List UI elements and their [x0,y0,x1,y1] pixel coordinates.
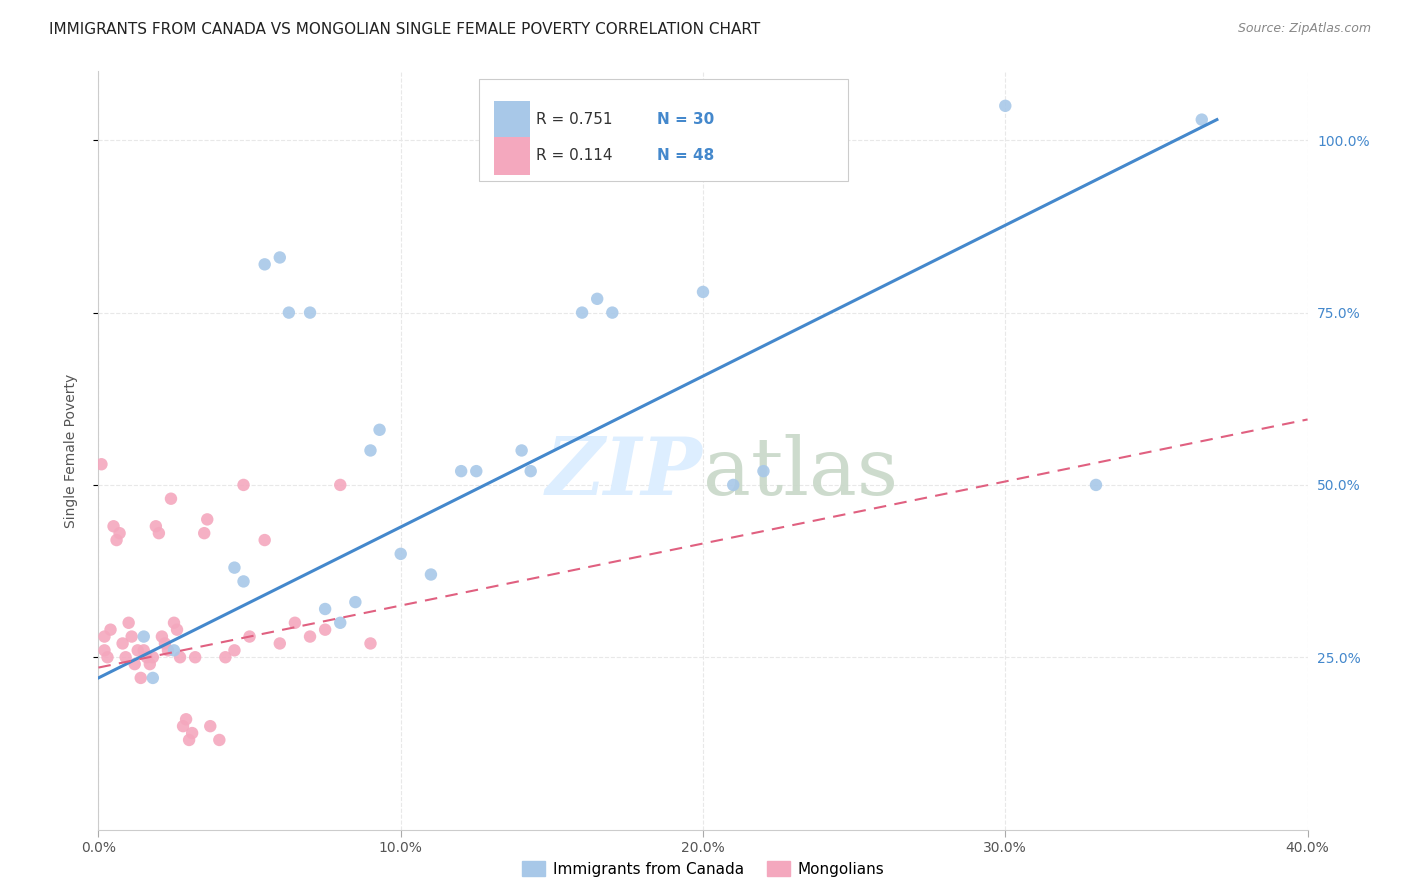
Point [184,650,207,665]
Point [389,547,412,561]
Point [368,423,391,437]
Point [586,292,609,306]
Text: atlas: atlas [703,434,898,512]
Point [314,623,336,637]
Point [139,657,162,672]
Point [145,519,167,533]
Point [163,615,186,630]
Point [208,733,231,747]
Legend: Immigrants from Canada, Mongolians: Immigrants from Canada, Mongolians [515,853,891,884]
Bar [494,136,530,175]
Point [118,615,141,630]
Y-axis label: Single Female Poverty: Single Female Poverty [63,374,77,527]
Point [103,519,125,533]
Point [239,630,262,644]
Point [100,623,122,637]
Point [329,615,352,630]
Point [200,719,222,733]
Point [150,630,173,644]
Bar [494,101,530,139]
Point [284,615,307,630]
Point [465,464,488,478]
Point [142,650,165,665]
Point [142,671,165,685]
Point [121,630,143,644]
Point [93,630,115,644]
Point [752,464,775,478]
Point [105,533,128,547]
Point [114,650,136,665]
Point [723,478,745,492]
Point [148,526,170,541]
FancyBboxPatch shape [479,79,848,181]
Point [156,643,179,657]
Point [108,526,131,541]
Point [344,595,367,609]
Point [602,305,624,319]
Point [783,99,806,113]
Point [253,533,276,547]
Point [169,650,191,665]
Point [329,478,352,492]
Text: R = 0.751: R = 0.751 [536,112,627,128]
Text: N = 48: N = 48 [657,148,714,163]
Point [232,574,254,589]
Point [571,305,593,319]
Point [299,630,322,644]
Text: Source: ZipAtlas.com: Source: ZipAtlas.com [1237,22,1371,36]
Point [179,733,201,747]
Point [360,636,382,650]
Point [224,643,246,657]
Point [96,650,118,665]
Point [269,251,291,265]
Point [163,643,186,657]
Text: R = 0.114: R = 0.114 [536,148,627,163]
Point [510,443,533,458]
Point [172,719,194,733]
Point [269,636,291,650]
Point [153,636,176,650]
Point [166,623,188,637]
Point [214,650,236,665]
Point [132,643,155,657]
Point [692,285,714,299]
Point [1191,112,1213,127]
Point [1085,478,1108,492]
Point [299,305,322,319]
Point [360,443,382,458]
Point [181,726,204,740]
Point [195,512,218,526]
Point [253,257,276,271]
Point [519,464,541,478]
Point [160,491,183,506]
Text: IMMIGRANTS FROM CANADA VS MONGOLIAN SINGLE FEMALE POVERTY CORRELATION CHART: IMMIGRANTS FROM CANADA VS MONGOLIAN SING… [49,22,761,37]
Point [224,560,246,574]
Text: ZIP: ZIP [546,434,703,512]
Point [90,457,112,471]
Point [193,526,215,541]
Point [127,643,149,657]
Point [93,643,115,657]
Point [314,602,336,616]
Point [450,464,472,478]
Point [111,636,134,650]
Point [277,305,299,319]
Point [174,712,197,726]
Point [124,657,146,672]
Text: N = 30: N = 30 [657,112,714,128]
Point [129,671,152,685]
Point [132,630,155,644]
Point [420,567,443,582]
Point [994,99,1017,113]
Point [135,650,157,665]
Point [232,478,254,492]
